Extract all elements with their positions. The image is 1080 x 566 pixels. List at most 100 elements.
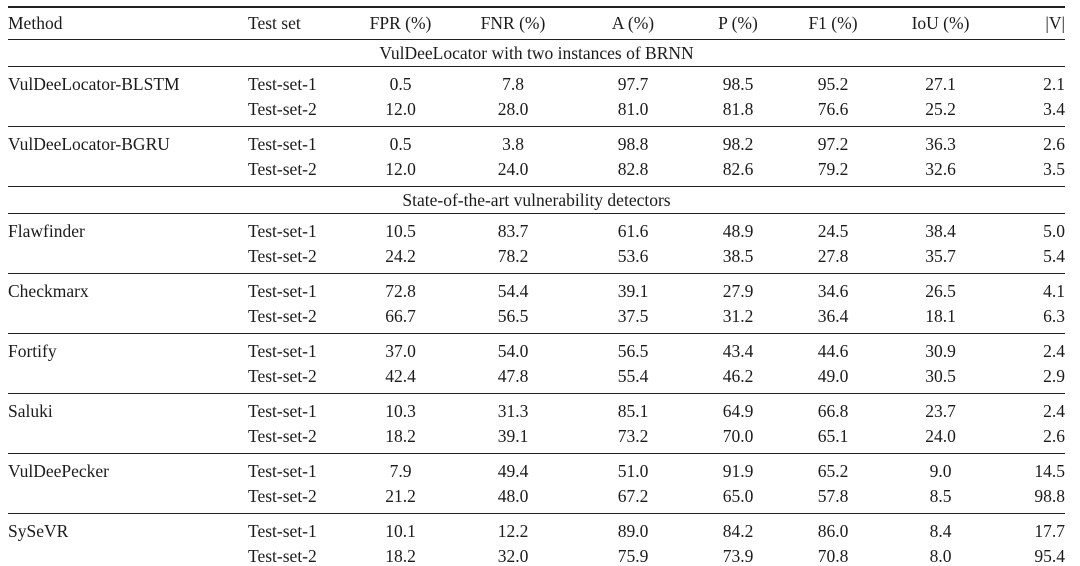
- metric-cell-v: 5.0: [1043, 221, 1065, 241]
- metric-cell-fnr: 56.5: [497, 306, 529, 326]
- metric-cell-p: 43.4: [722, 341, 754, 361]
- test-set-cell: Test-set-2: [248, 99, 317, 119]
- table-row: Test-set-2 12.0 24.0 82.8 82.6 79.2 32.6 3.5: [8, 157, 1065, 187]
- test-set-cell: Test-set-1: [248, 521, 317, 541]
- metric-cell-a: 51.0: [617, 461, 649, 481]
- metric-cell-p: 70.0: [722, 426, 754, 446]
- metric-cell-f1: 49.0: [817, 366, 849, 386]
- metric-cell-fpr: 10.1: [385, 521, 416, 541]
- metric-cell-fnr: 39.1: [497, 426, 529, 446]
- metric-cell-iou: 23.7: [925, 401, 956, 421]
- metric-cell-a: 37.5: [617, 306, 649, 326]
- metric-cell-p: 65.0: [722, 486, 754, 506]
- metric-cell-iou: 8.0: [929, 546, 952, 566]
- metric-cell-f1: 65.1: [817, 426, 849, 446]
- metric-cell-iou: 8.4: [929, 521, 952, 541]
- metric-cell-p: 73.9: [722, 546, 754, 566]
- metric-cell-iou: 18.1: [925, 306, 956, 326]
- metric-cell-p: 27.9: [722, 281, 754, 301]
- table-row: Test-set-2 18.2 32.0 75.9 73.9 70.8 8.0 95.4: [8, 544, 1065, 566]
- test-set-cell: Test-set-1: [248, 74, 317, 94]
- metric-cell-a: 85.1: [617, 401, 649, 421]
- metric-cell-f1: 36.4: [817, 306, 849, 326]
- test-set-cell: Test-set-2: [248, 546, 317, 566]
- metric-cell-iou: 27.1: [925, 74, 956, 94]
- metric-cell-v: 2.9: [1043, 366, 1065, 386]
- metric-cell-fnr: 78.2: [497, 246, 529, 266]
- metric-cell-f1: 34.6: [817, 281, 849, 301]
- metric-cell-fpr: 18.2: [385, 546, 416, 566]
- section-title: VulDeeLocator with two instances of BRNN: [379, 42, 694, 63]
- metric-cell-fnr: 24.0: [497, 159, 529, 179]
- method-cell: [8, 97, 248, 127]
- metric-cell-f1: 27.8: [817, 246, 849, 266]
- metric-cell-fpr: 37.0: [385, 341, 416, 361]
- metric-cell-p: 38.5: [722, 246, 754, 266]
- table-row: Test-set-2 18.2 39.1 73.2 70.0 65.1 24.0 2.6: [8, 424, 1065, 454]
- metric-cell-iou: 30.5: [925, 366, 956, 386]
- metric-cell-fnr: 3.8: [502, 134, 524, 154]
- test-set-cell: Test-set-2: [248, 426, 317, 446]
- metric-cell-p: 82.6: [722, 159, 754, 179]
- metric-cell-v: 3.5: [1043, 159, 1065, 179]
- metric-cell-f1: 97.2: [817, 134, 849, 154]
- metric-cell-f1: 57.8: [817, 486, 849, 506]
- test-set-cell: Test-set-2: [248, 159, 317, 179]
- method-cell: [8, 244, 248, 274]
- metric-cell-v: 2.4: [1043, 341, 1065, 361]
- metric-cell-fpr: 12.0: [385, 159, 416, 179]
- method-cell: [8, 304, 248, 334]
- method-group: SySeVR Test-set-1 10.1 12.2 89.0 84.2 86.0 8.4 1…: [8, 514, 1065, 566]
- test-set-cell: Test-set-2: [248, 366, 317, 386]
- section-band: VulDeeLocator with two instances of BRNN: [8, 40, 1065, 67]
- metric-cell-a: 53.6: [617, 246, 649, 266]
- metric-cell-v: 2.1: [1043, 74, 1065, 94]
- column-header-p: P (%): [718, 13, 758, 33]
- metric-cell-iou: 35.7: [925, 246, 956, 266]
- column-header-v: |V|: [1045, 13, 1065, 33]
- column-header-fpr: FPR (%): [369, 13, 432, 33]
- method-cell: SySeVR: [8, 521, 69, 541]
- metric-cell-f1: 44.6: [817, 341, 849, 361]
- column-header-fnr: FNR (%): [480, 13, 546, 33]
- metric-cell-fpr: 18.2: [385, 426, 416, 446]
- table-row: Test-set-2 21.2 48.0 67.2 65.0 57.8 8.5 98.8: [8, 484, 1065, 514]
- metric-cell-v: 95.4: [1034, 546, 1065, 566]
- test-set-cell: Test-set-1: [248, 341, 317, 361]
- metric-cell-iou: 38.4: [925, 221, 956, 241]
- metric-cell-fnr: 31.3: [497, 401, 529, 421]
- metric-cell-iou: 26.5: [925, 281, 956, 301]
- method-cell: Saluki: [8, 401, 53, 421]
- metric-cell-fpr: 0.5: [389, 74, 412, 94]
- metric-cell-fnr: 83.7: [497, 221, 529, 241]
- method-cell: VulDeePecker: [8, 461, 109, 481]
- metric-cell-p: 81.8: [722, 99, 754, 119]
- test-set-cell: Test-set-2: [248, 246, 317, 266]
- metric-cell-iou: 24.0: [925, 426, 956, 446]
- metric-cell-v: 98.8: [1034, 486, 1065, 506]
- metric-cell-a: 39.1: [617, 281, 649, 301]
- metric-cell-f1: 66.8: [817, 401, 849, 421]
- method-cell: Fortify: [8, 341, 57, 361]
- method-cell: Flawfinder: [8, 221, 85, 241]
- table-row: Fortify Test-set-1 37.0 54.0 56.5 43.4 44.6 30.…: [8, 334, 1065, 365]
- method-cell: [8, 484, 248, 514]
- method-cell: [8, 157, 248, 187]
- metric-cell-v: 5.4: [1043, 246, 1065, 266]
- table-header: Method Test set FPR (%) FNR (%) A (%) P …: [8, 7, 1065, 40]
- metric-cell-v: 3.4: [1043, 99, 1065, 119]
- metric-cell-fnr: 7.8: [502, 74, 524, 94]
- metric-cell-fpr: 0.5: [389, 134, 412, 154]
- method-group: Saluki Test-set-1 10.3 31.3 85.1 64.9 66.8 23.7…: [8, 394, 1065, 454]
- metric-cell-fpr: 10.3: [385, 401, 416, 421]
- metric-cell-fnr: 54.4: [497, 281, 529, 301]
- metric-cell-a: 67.2: [617, 486, 649, 506]
- metric-cell-a: 61.6: [617, 221, 649, 241]
- table-row: Test-set-2 12.0 28.0 81.0 81.8 76.6 25.2 3.4: [8, 97, 1065, 127]
- metric-cell-fnr: 32.0: [497, 546, 529, 566]
- table-row: Test-set-2 24.2 78.2 53.6 38.5 27.8 35.7 5.4: [8, 244, 1065, 274]
- metric-cell-v: 2.6: [1043, 426, 1065, 446]
- table-row: Saluki Test-set-1 10.3 31.3 85.1 64.9 66.8 23.7…: [8, 394, 1065, 425]
- method-cell: VulDeeLocator-BGRU: [8, 134, 170, 154]
- metric-cell-p: 46.2: [722, 366, 754, 386]
